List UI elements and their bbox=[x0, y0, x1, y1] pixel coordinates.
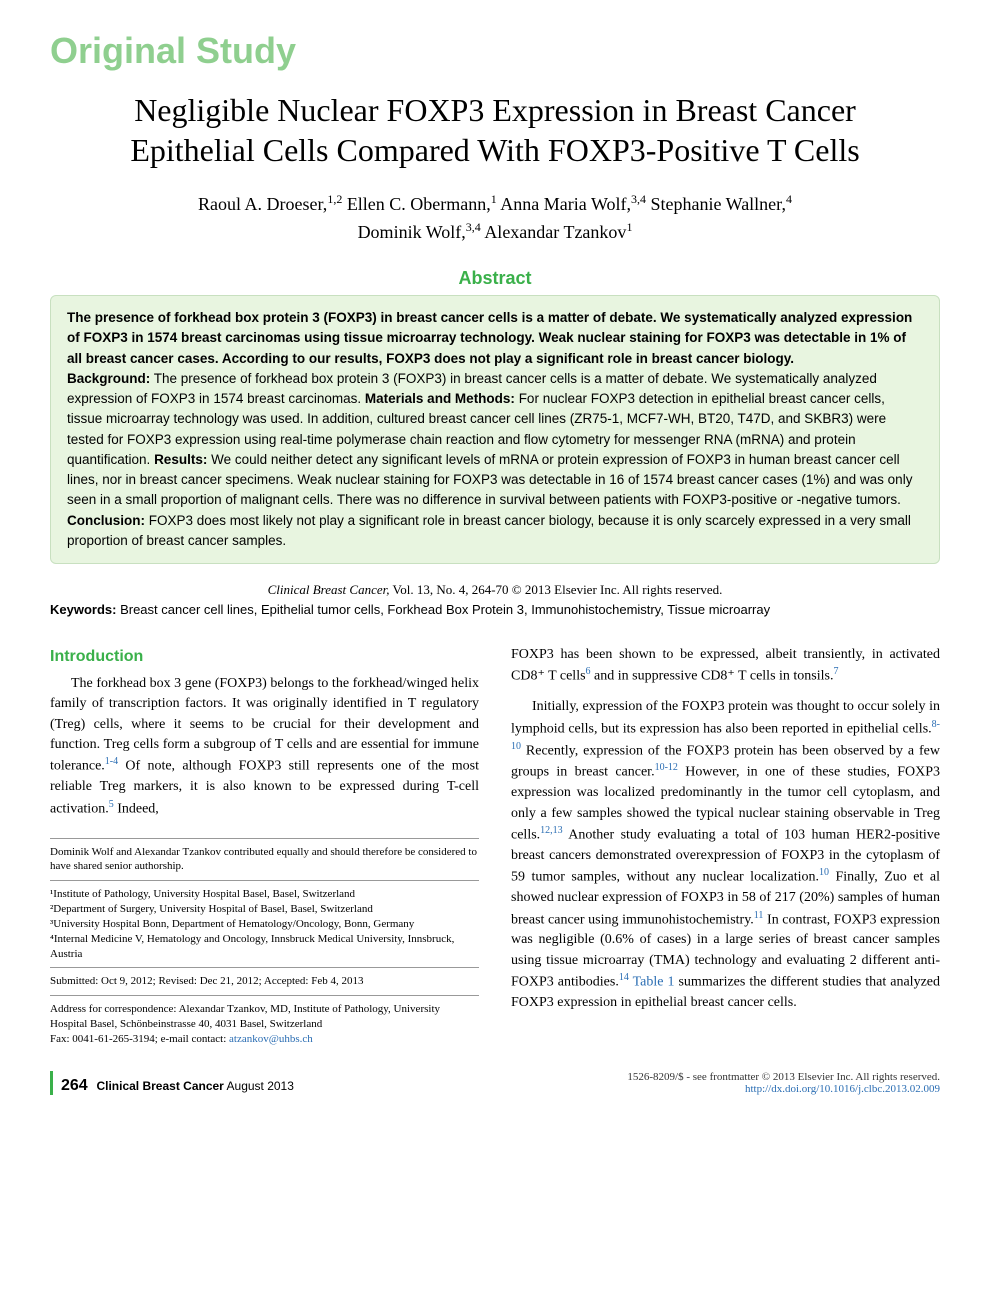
abstract-label: Abstract bbox=[50, 268, 940, 289]
citation-line: Clinical Breast Cancer, Vol. 13, No. 4, … bbox=[50, 582, 940, 598]
footnotes-block: Dominik Wolf and Alexandar Tzankov contr… bbox=[50, 838, 479, 1047]
abstract-box: The presence of forkhead box protein 3 (… bbox=[50, 295, 940, 564]
footnote-affiliation: ¹Institute of Pathology, University Hosp… bbox=[50, 887, 479, 902]
author-name: Stephanie Wallner, bbox=[650, 194, 785, 214]
footnote-affiliation: ³University Hospital Bonn, Department of… bbox=[50, 917, 479, 932]
doi-link[interactable]: http://dx.doi.org/10.1016/j.clbc.2013.02… bbox=[745, 1083, 940, 1095]
footer-left: 264 Clinical Breast Cancer August 2013 bbox=[61, 1077, 294, 1095]
abstract-con-label: Conclusion: bbox=[67, 513, 145, 528]
intro-text: Initially, expression of the FOXP3 prote… bbox=[511, 699, 940, 736]
footnote-separator bbox=[50, 880, 479, 881]
ref-sup[interactable]: 14 bbox=[619, 972, 629, 983]
abstract-con-text: FOXP3 does most likely not play a signif… bbox=[67, 513, 911, 548]
ref-sup[interactable]: 10-12 bbox=[655, 762, 678, 773]
footnote-separator bbox=[50, 995, 479, 996]
page-footer: 264 Clinical Breast Cancer August 2013 1… bbox=[50, 1071, 940, 1095]
page-number: 264 bbox=[61, 1077, 88, 1094]
footnote-affiliation: ²Department of Surgery, University Hospi… bbox=[50, 902, 479, 917]
abstract-bg-label: Background: bbox=[67, 371, 150, 386]
author-name: Alexandar Tzankov bbox=[484, 222, 626, 242]
body-columns: Introduction The forkhead box 3 gene (FO… bbox=[50, 645, 940, 1047]
citation-journal: Clinical Breast Cancer, bbox=[268, 582, 390, 597]
footnote-contrib: Dominik Wolf and Alexandar Tzankov contr… bbox=[50, 845, 479, 875]
ref-sup[interactable]: 7 bbox=[833, 666, 838, 677]
table-link[interactable]: Table 1 bbox=[633, 975, 675, 990]
abstract-res-label: Results: bbox=[154, 452, 207, 467]
original-study-label: Original Study bbox=[50, 30, 940, 72]
article-title: Negligible Nuclear FOXP3 Expression in B… bbox=[50, 90, 940, 170]
abstract-body: Background: The presence of forkhead box… bbox=[67, 369, 923, 551]
footer-issue: August 2013 bbox=[224, 1079, 294, 1093]
author-affil-sup: 1 bbox=[626, 220, 632, 234]
introduction-label: Introduction bbox=[50, 645, 479, 668]
ref-sup[interactable]: 12,13 bbox=[540, 825, 563, 836]
keywords-label: Keywords: bbox=[50, 602, 116, 617]
abstract-lead: The presence of forkhead box protein 3 (… bbox=[67, 308, 923, 369]
footnote-affiliation: ⁴Internal Medicine V, Hematology and Onc… bbox=[50, 932, 479, 962]
email-link[interactable]: atzankov@uhbs.ch bbox=[229, 1033, 313, 1045]
footnote-dates: Submitted: Oct 9, 2012; Revised: Dec 21,… bbox=[50, 974, 479, 989]
ref-sup[interactable]: 10 bbox=[819, 867, 829, 878]
keywords-line: Keywords: Breast cancer cell lines, Epit… bbox=[50, 602, 940, 617]
author-name: Raoul A. Droeser, bbox=[198, 194, 327, 214]
footnote-fax-email: Fax: 0041-61-265-3194; e-mail contact: a… bbox=[50, 1032, 479, 1047]
footer-copyright: 1526-8209/$ - see frontmatter © 2013 Els… bbox=[627, 1071, 940, 1083]
abstract-mm-label: Materials and Methods: bbox=[365, 391, 515, 406]
author-affil-sup: 1,2 bbox=[327, 192, 342, 206]
footnote-fax: Fax: 0041-61-265-3194; e-mail contact: bbox=[50, 1033, 229, 1045]
author-affil-sup: 3,4 bbox=[631, 192, 646, 206]
right-column: FOXP3 has been shown to be expressed, al… bbox=[511, 645, 940, 1047]
intro-text: and in suppressive CD8⁺ T cells in tonsi… bbox=[591, 669, 834, 684]
ref-sup[interactable]: 1-4 bbox=[105, 756, 118, 767]
footer-journal: Clinical Breast Cancer August 2013 bbox=[96, 1079, 293, 1093]
footer-right: 1526-8209/$ - see frontmatter © 2013 Els… bbox=[627, 1071, 940, 1095]
footnote-correspondence: Address for correspondence: Alexandar Tz… bbox=[50, 1002, 479, 1032]
intro-paragraph-1: The forkhead box 3 gene (FOXP3) belongs … bbox=[50, 674, 479, 819]
author-name: Dominik Wolf, bbox=[358, 222, 466, 242]
author-name: Ellen C. Obermann, bbox=[347, 194, 491, 214]
author-affil-sup: 1 bbox=[491, 192, 497, 206]
author-name: Anna Maria Wolf, bbox=[500, 194, 631, 214]
author-affil-sup: 3,4 bbox=[466, 220, 481, 234]
ref-sup[interactable]: 11 bbox=[754, 910, 764, 921]
citation-rest: Vol. 13, No. 4, 264-70 © 2013 Elsevier I… bbox=[390, 582, 723, 597]
footnote-separator bbox=[50, 967, 479, 968]
authors-block: Raoul A. Droeser,1,2 Ellen C. Obermann,1… bbox=[50, 190, 940, 246]
author-affil-sup: 4 bbox=[786, 192, 792, 206]
intro-text: Indeed, bbox=[114, 801, 159, 816]
left-column: Introduction The forkhead box 3 gene (FO… bbox=[50, 645, 479, 1047]
footer-journal-name: Clinical Breast Cancer bbox=[96, 1079, 223, 1093]
intro-paragraph-1-continued: FOXP3 has been shown to be expressed, al… bbox=[511, 645, 940, 687]
keywords-text: Breast cancer cell lines, Epithelial tum… bbox=[116, 602, 770, 617]
intro-paragraph-2: Initially, expression of the FOXP3 prote… bbox=[511, 697, 940, 1013]
